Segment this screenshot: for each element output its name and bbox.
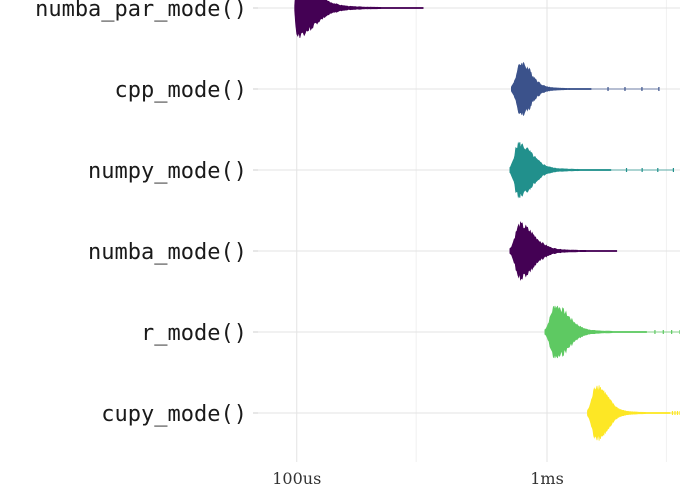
violin-outlier-mark (641, 168, 643, 172)
y-tick-label: r_mode() (141, 321, 247, 346)
x-tick-label: 1ms (530, 469, 564, 488)
violin-outlier-mark (641, 87, 643, 91)
y-tick-labels: numba_par_mode() cpp_mode() numpy_mode()nu… (35, 0, 247, 427)
violin-shape (544, 305, 647, 359)
y-tick-label: cupy_mode() (101, 402, 247, 427)
grid (253, 0, 680, 462)
violin-outlier-mark (624, 87, 626, 91)
violin-shape (509, 221, 618, 281)
violin-outlier-mark (658, 87, 660, 91)
violin-outlier-mark (676, 411, 679, 415)
violin-outlier-mark (671, 330, 673, 334)
x-tick-label: 100us (272, 469, 321, 488)
violin-outlier-mark (625, 168, 628, 172)
violin-outlier-mark (671, 411, 674, 415)
violin-outlier-mark (654, 330, 656, 334)
violin-outlier-mark (672, 168, 675, 172)
x-tick-labels: 100us 1ms (272, 469, 564, 488)
violin-outlier-mark (607, 87, 609, 91)
y-tick-label: cpp_mode() (115, 78, 247, 103)
violin-shape (587, 385, 671, 441)
violin-outlier-mark (662, 330, 664, 334)
violin-shape (511, 61, 592, 117)
y-tick-label: numba_mode() (88, 240, 247, 265)
violins (294, 0, 680, 441)
violin-outlier-mark (657, 168, 659, 172)
violin-shape (294, 0, 424, 38)
y-tick-label: numba_par_mode() (35, 0, 247, 22)
violin-outlier-mark (674, 411, 676, 415)
y-tick-label: numpy_mode() (88, 159, 247, 184)
violin-shape (509, 141, 612, 199)
